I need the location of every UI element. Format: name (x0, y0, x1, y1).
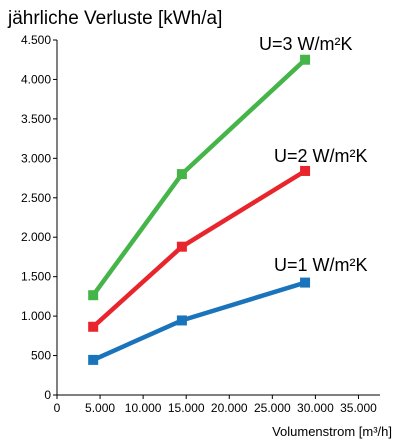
y-tick-label: 1.500 (21, 270, 51, 284)
data-point (176, 315, 187, 326)
y-axis-title: jährliche Verluste [kWh/a] (7, 8, 222, 29)
data-point (176, 241, 187, 252)
y-tick-label: 500 (31, 349, 51, 363)
series-label: U=3 W/m²K (259, 34, 353, 54)
y-tick-label: 2.500 (21, 191, 51, 205)
y-tick-label: 3.000 (21, 151, 51, 165)
x-tick-label: 5.000 (85, 401, 115, 415)
axes: 0 500 1.000 1.500 2.000 2.500 3.000 3.500 4.000 4… (21, 33, 380, 415)
y-tick-label: 3.500 (21, 112, 51, 126)
y-tick-label: 2.000 (21, 230, 51, 244)
data-point (300, 165, 311, 176)
data-point (300, 277, 311, 288)
data-point (88, 321, 99, 332)
y-tick-label: 4.000 (21, 72, 51, 86)
series-group: U=1 W/m²K (88, 255, 368, 365)
x-tick-label: 15.000 (168, 401, 205, 415)
x-tick-label: 20.000 (211, 401, 248, 415)
x-tick-label: 35.000 (340, 401, 377, 415)
series-group: U=3 W/m²K (88, 34, 353, 301)
x-tick-label: 0 (54, 401, 61, 415)
data-point (300, 54, 311, 65)
series-label: U=1 W/m²K (274, 255, 368, 275)
y-tick-label: 0 (44, 388, 51, 402)
series-line (92, 280, 306, 362)
x-tick-label: 10.000 (125, 401, 162, 415)
y-tick-label: 1.000 (21, 309, 51, 323)
series-layer: U=3 W/m²K U=2 W/m²K U=1 W/m²K (88, 34, 368, 365)
x-tick-label: 25.000 (254, 401, 291, 415)
series-group: U=2 W/m²K (88, 146, 368, 332)
data-point (88, 290, 99, 301)
x-axis-title: Volumenstrom [m³/h] (272, 424, 392, 439)
series-label: U=2 W/m²K (274, 146, 368, 166)
data-point (88, 354, 99, 365)
data-point (176, 169, 187, 180)
x-tick-label: 30.000 (297, 401, 334, 415)
y-tick-label: 4.500 (21, 33, 51, 47)
